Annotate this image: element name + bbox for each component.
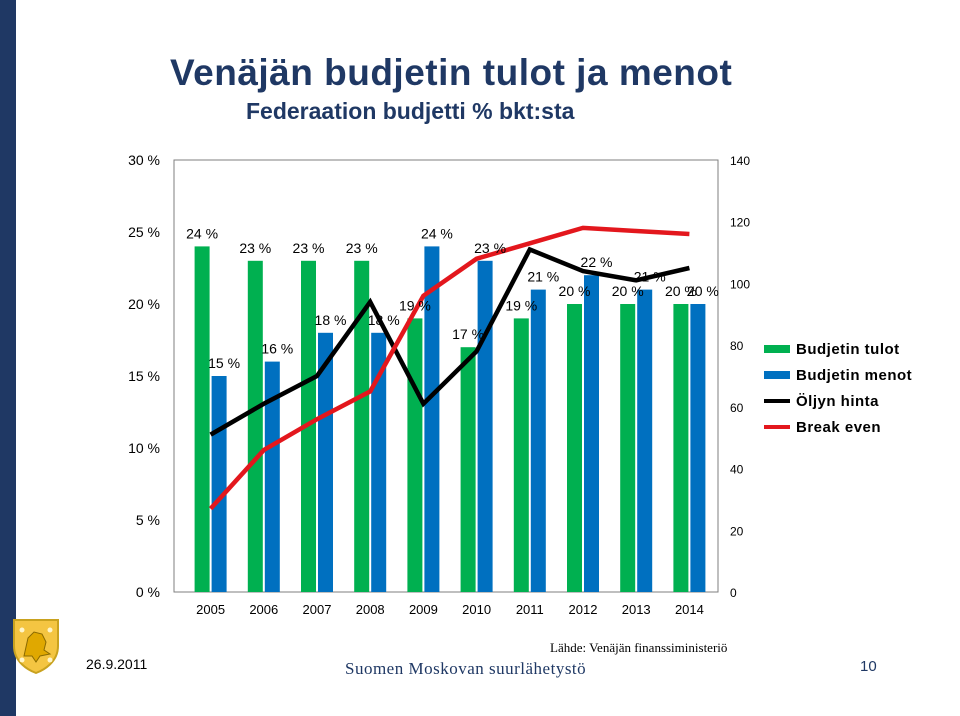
right-axis-tick-label: 0 (730, 586, 737, 600)
chart-legend: Budjetin tulot Budjetin menot Öljyn hint… (764, 336, 912, 440)
page-number: 10 (860, 658, 877, 675)
line-oljyn-hinta (209, 246, 690, 437)
bar-budjetin-menot (371, 332, 387, 592)
bar-budjetin-menot (690, 304, 706, 592)
right-axis-tick-label: 80 (730, 339, 744, 353)
bar-budjetin-menot (637, 289, 653, 592)
x-axis-tick-label: 2007 (303, 602, 332, 617)
bar-budjetin-tulot (567, 304, 582, 592)
data-label-menot: 18 % (368, 312, 400, 328)
legend-swatch-tulot (764, 345, 790, 353)
bar-budjetin-menot (211, 376, 227, 592)
page-subtitle: Federaation budjetti % bkt:sta (246, 98, 575, 124)
left-accent-bar (0, 0, 16, 716)
bar-budjetin-tulot (354, 260, 370, 592)
slide-date: 26.9.2011 (86, 656, 148, 672)
data-label-menot: 21 % (634, 269, 666, 285)
bar-budjetin-tulot (620, 304, 636, 592)
right-axis-tick-label: 60 (730, 401, 744, 415)
legend-label-breakeven: Break even (796, 418, 882, 436)
bar-budjetin-tulot (247, 260, 263, 592)
bar-budjetin-menot (424, 246, 440, 592)
legend-swatch-menot (764, 371, 790, 379)
x-axis-tick-label: 2009 (409, 602, 438, 617)
right-axis-tick-label: 140 (730, 154, 750, 168)
x-axis-tick-label: 2012 (569, 602, 598, 617)
x-axis-tick-label: 2014 (675, 602, 704, 617)
data-label-tulot: 23 % (239, 240, 271, 256)
source-note: Lähde: Venäjän finanssiministeriö (550, 640, 728, 655)
legend-swatch-oil (764, 399, 790, 403)
left-axis-tick-label: 25 % (128, 224, 160, 240)
data-label-menot: 21 % (527, 269, 559, 285)
bar-budjetin-tulot (460, 347, 476, 592)
bar-budjetin-tulot (513, 318, 529, 592)
plot-area (173, 159, 719, 593)
right-axis-tick-label: 100 (730, 277, 750, 291)
bar-budjetin-menot (584, 275, 599, 592)
left-axis-tick-label: 0 % (136, 584, 160, 600)
bar-budjetin-menot (318, 332, 333, 592)
data-label-menot: 18 % (315, 312, 347, 328)
legend-label-oil: Öljyn hinta (796, 392, 880, 410)
bar-budjetin-tulot (194, 246, 210, 592)
right-axis-tick-label: 20 (730, 524, 744, 538)
data-label-menot: 20 % (687, 283, 719, 299)
left-axis-tick-label: 20 % (128, 296, 160, 312)
x-axis-tick-label: 2011 (516, 602, 544, 617)
bar-budjetin-menot (264, 361, 280, 592)
legend-item-breakeven: Break even (764, 414, 912, 440)
left-axis-tick-label: 15 % (128, 368, 160, 384)
left-axis-tick-label: 30 % (128, 152, 160, 168)
data-label-menot: 15 % (208, 355, 240, 371)
data-label-tulot: 19 % (505, 297, 537, 313)
legend-item-oil: Öljyn hinta (764, 388, 912, 414)
right-axis-tick-label: 40 (730, 463, 744, 477)
data-label-tulot: 20 % (665, 283, 697, 299)
x-axis-tick-label: 2008 (356, 602, 385, 617)
left-axis-tick-label: 5 % (136, 512, 160, 528)
data-label-tulot: 23 % (346, 240, 378, 256)
data-label-tulot: 23 % (293, 240, 325, 256)
data-label-menot: 16 % (261, 341, 293, 357)
x-axis-tick-label: 2006 (249, 602, 278, 617)
data-label-tulot: 19 % (399, 297, 431, 313)
right-axis-tick-label: 120 (730, 216, 750, 230)
bar-budjetin-tulot (407, 318, 423, 592)
data-label-tulot: 17 % (452, 326, 484, 342)
legend-item-tulot: Budjetin tulot (764, 336, 912, 362)
legend-item-menot: Budjetin menot (764, 362, 912, 388)
legend-swatch-breakeven (764, 425, 790, 429)
x-axis-tick-label: 2005 (196, 602, 225, 617)
x-axis-tick-label: 2010 (462, 602, 491, 617)
x-axis-tick-label: 2013 (622, 602, 651, 617)
left-axis-tick-label: 10 % (128, 440, 160, 456)
finnish-coat-of-arms-icon (13, 619, 59, 674)
legend-label-tulot: Budjetin tulot (796, 340, 900, 358)
bar-budjetin-menot (530, 289, 546, 592)
data-label-menot: 24 % (421, 225, 453, 241)
data-label-tulot: 20 % (612, 283, 644, 299)
line-break-even (208, 225, 690, 511)
data-label-menot: 23 % (474, 240, 506, 256)
page-title: Venäjän budjetin tulot ja menot (170, 52, 733, 93)
bar-budjetin-menot (477, 260, 493, 592)
data-label-tulot: 24 % (186, 225, 218, 241)
bar-budjetin-tulot (673, 304, 689, 592)
legend-label-menot: Budjetin menot (796, 366, 913, 384)
data-label-tulot: 20 % (559, 283, 591, 299)
embassy-footer: Suomen Moskovan suurlähetystö (345, 659, 587, 678)
data-label-menot: 22 % (581, 254, 613, 270)
